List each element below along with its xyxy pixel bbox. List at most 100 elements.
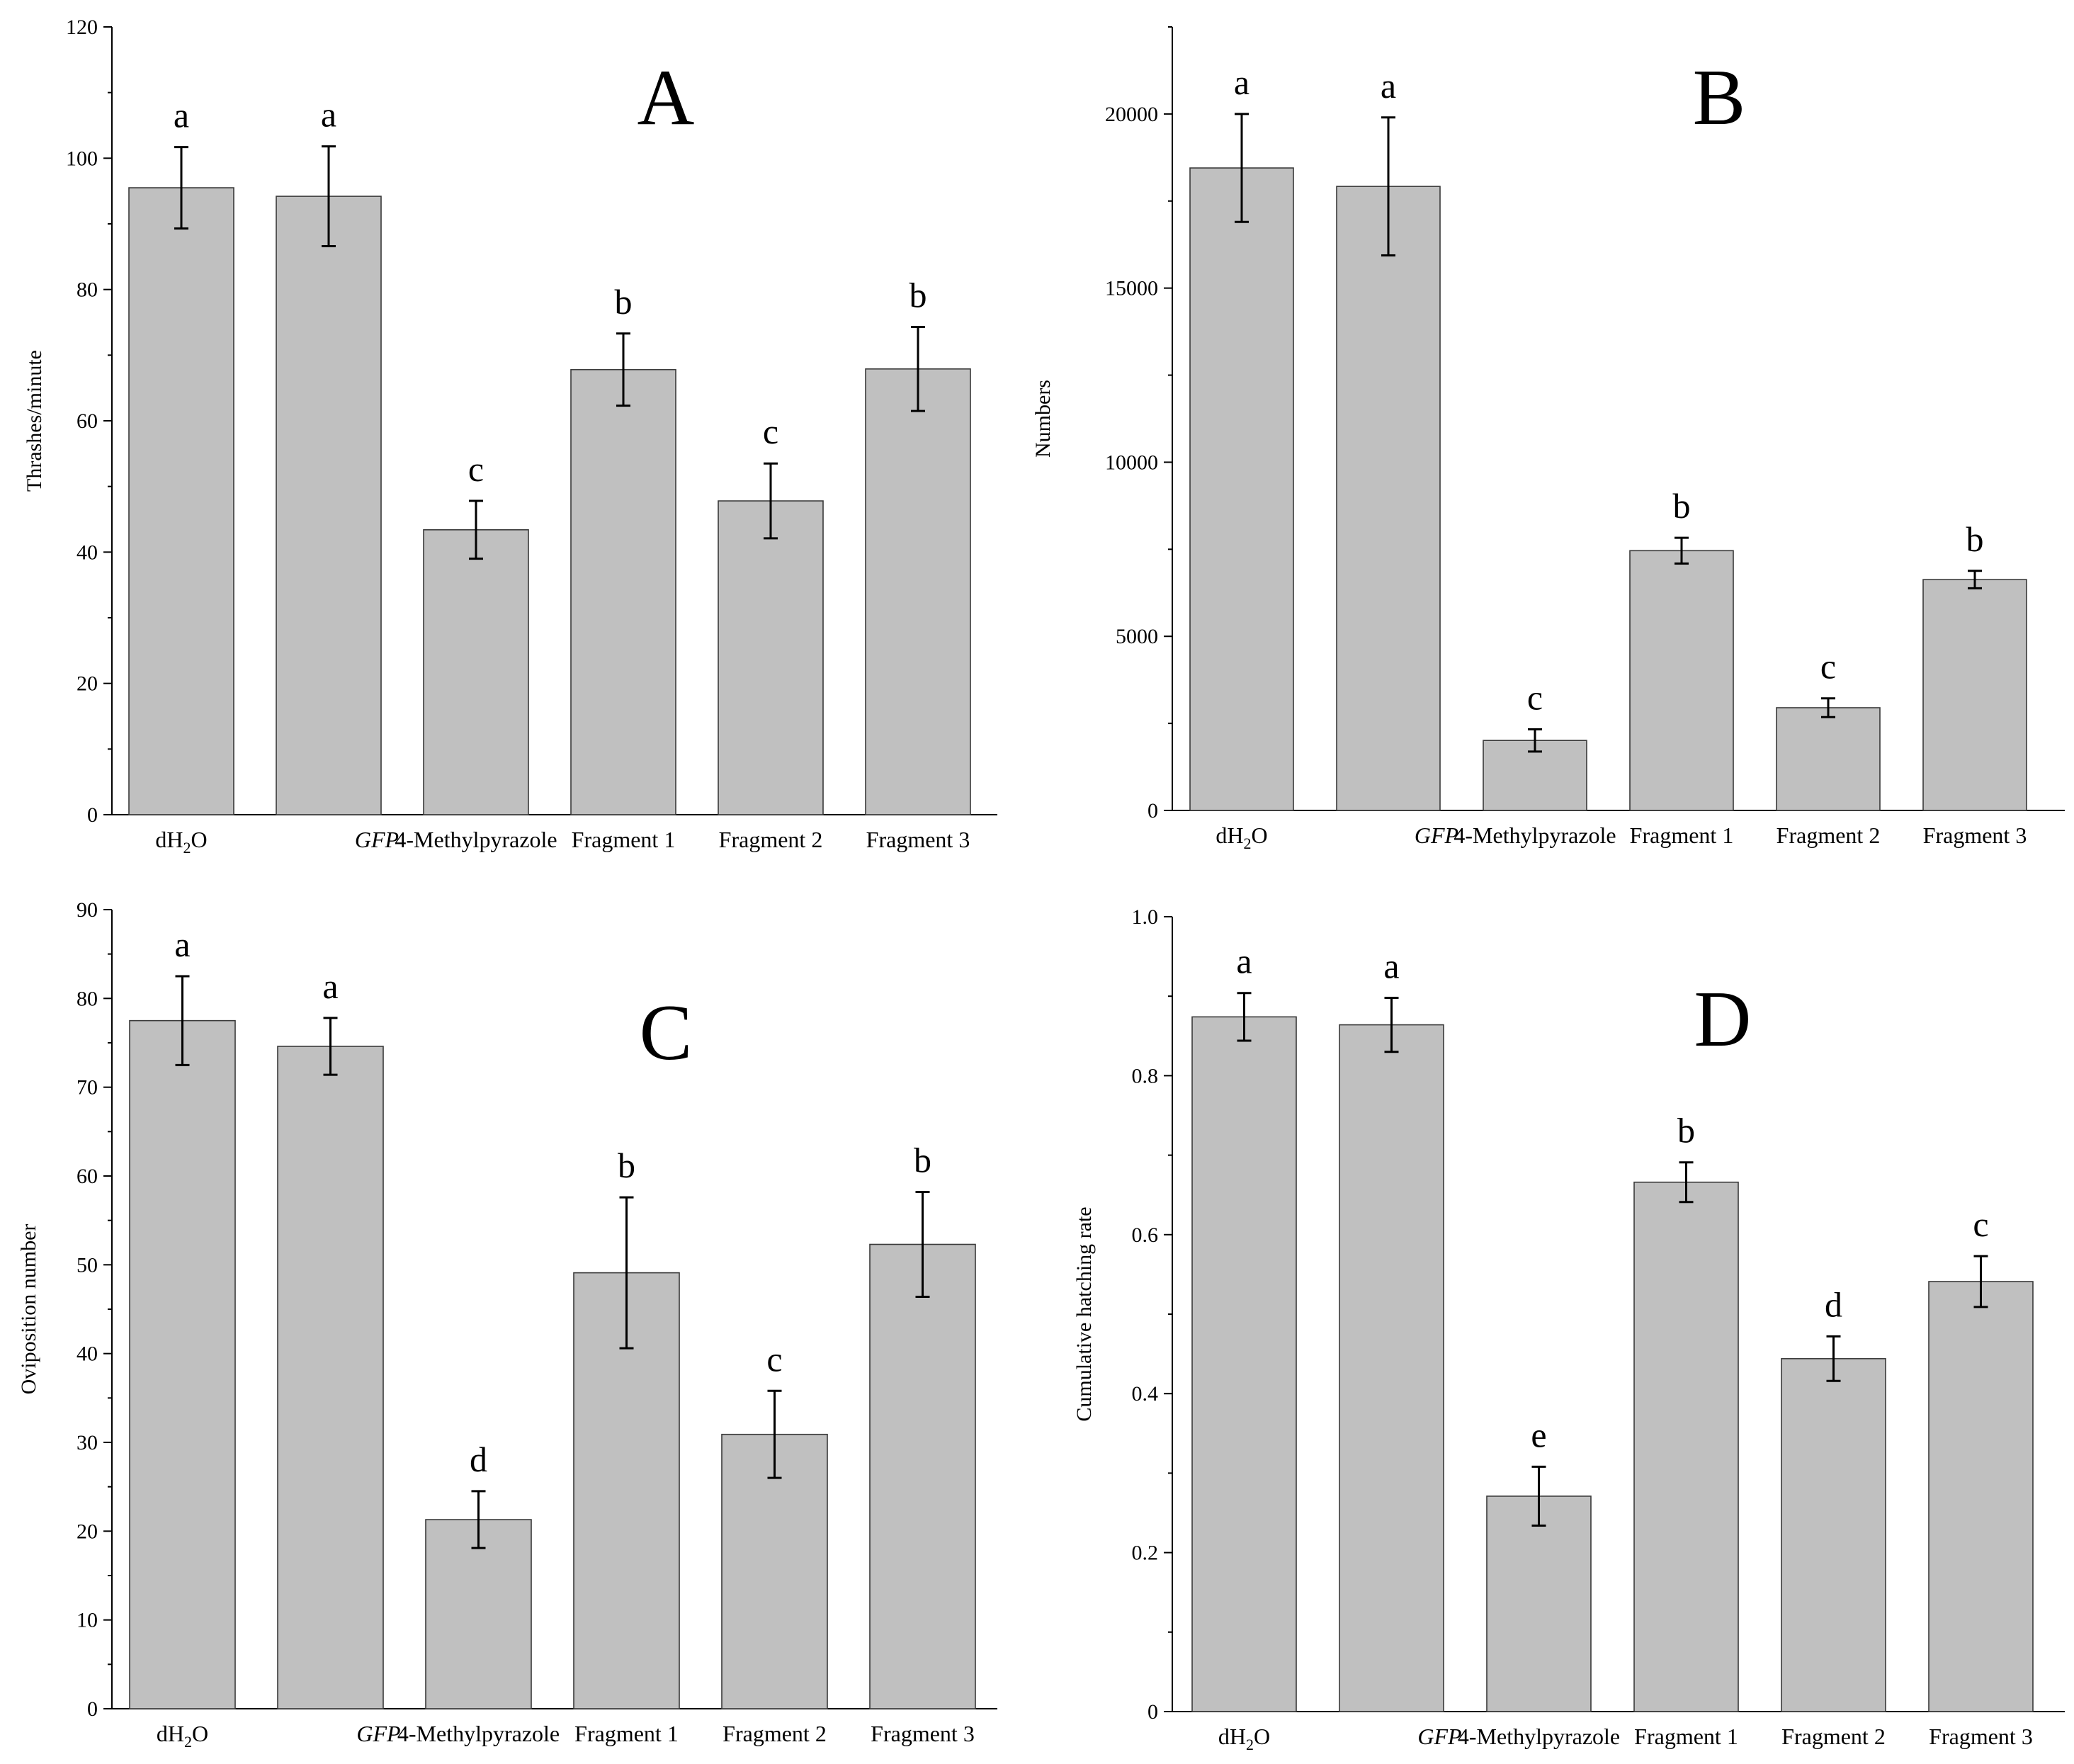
panel-c-category-label: dH2O (157, 1721, 208, 1751)
panel-b-bar (1629, 550, 1734, 811)
panel-a-bar (865, 368, 971, 815)
dh2o-prefix: dH (1218, 1724, 1246, 1749)
dh2o-suffix: O (192, 1721, 208, 1746)
panel-d-bar (1191, 1016, 1297, 1712)
panel-c-significance-letter: a (174, 925, 190, 964)
panel-c-bar (277, 1046, 384, 1709)
panel-a-significance-letter: a (174, 96, 189, 135)
panel-d-y-tick-label: 0.2 (1132, 1542, 1159, 1565)
panel-d-category-label: dH2O (1218, 1724, 1270, 1753)
panel-a-y-tick-label: 80 (76, 278, 98, 302)
panel-c-significance-letter: d (470, 1440, 487, 1479)
dh2o-subscript: 2 (184, 1733, 192, 1751)
panel-c-significance-letter: b (914, 1141, 931, 1180)
dh2o-subscript: 2 (183, 839, 191, 856)
dh2o-subscript: 2 (1244, 835, 1252, 852)
panel-c-category-label: Fragment 3 (871, 1721, 975, 1746)
panel-a-y-axis-label: Thrashes/minute (23, 350, 46, 492)
panel-d-bar (1339, 1024, 1444, 1712)
dh2o-subscript: 2 (1246, 1736, 1254, 1753)
panel-a-category-label: Fragment 3 (866, 827, 970, 852)
panel-c-category-label: Fragment 2 (722, 1721, 827, 1746)
panel-d-significance-letter: a (1236, 942, 1252, 981)
panel-a-significance-letter: b (615, 282, 633, 322)
panel-d-y-tick-label: 0.4 (1132, 1382, 1159, 1406)
panel-b-category-label: Fragment 2 (1776, 822, 1881, 848)
panel-c-y-tick-label: 30 (76, 1431, 98, 1454)
panel-d-category-label: Fragment 1 (1634, 1724, 1738, 1749)
panel-a: 020406080100120Thrashes/minuteadH2OaGFPc… (23, 16, 997, 856)
panel-b-bar (1776, 707, 1881, 811)
panel-d-y-tick-label: 0.8 (1132, 1064, 1159, 1087)
panel-b-bar (1189, 167, 1294, 811)
panel-d-bar (1781, 1358, 1886, 1712)
panel-b-y-axis-label: Numbers (1031, 380, 1055, 458)
panel-d-y-tick-label: 0.6 (1132, 1223, 1159, 1247)
panel-c-y-tick-label: 60 (76, 1165, 98, 1188)
panel-a-significance-letter: b (910, 275, 927, 315)
dh2o-prefix: dH (1216, 822, 1243, 848)
panel-b-significance-letter: b (1966, 519, 1984, 559)
panel-d-significance-letter: d (1825, 1284, 1842, 1324)
panel-b-category-label: dH2O (1216, 822, 1267, 852)
panel-a-y-tick-label: 20 (76, 672, 98, 696)
panel-a-bar (128, 187, 234, 815)
panel-c-bar (425, 1519, 532, 1709)
dh2o-prefix: dH (157, 1721, 184, 1746)
panel-a-category-label: 4-Methylpyrazole (395, 827, 557, 852)
panel-b-bar (1336, 186, 1441, 811)
panel-b-significance-letter: a (1234, 62, 1250, 102)
panel-a-y-tick-label: 0 (87, 803, 98, 827)
panel-b-category-label: Fragment 3 (1923, 822, 2027, 848)
panel-b-y-tick-label: 15000 (1105, 277, 1158, 300)
panel-c-significance-letter: b (618, 1146, 635, 1185)
panel-c-y-axis-label: Oviposition number (17, 1224, 40, 1395)
panel-c-y-tick-label: 70 (76, 1076, 98, 1099)
panel-a-y-tick-label: 120 (66, 16, 98, 39)
panel-c-category-label: 4-Methylpyrazole (397, 1721, 560, 1746)
panel-d-category-label: GFP (1417, 1724, 1461, 1749)
panel-c-significance-letter: c (766, 1339, 782, 1379)
panel-c-category-label: Fragment 1 (574, 1721, 679, 1746)
panel-d-letter: D (1694, 976, 1752, 1063)
panel-d-bar (1928, 1281, 2034, 1712)
panel-a-y-tick-label: 40 (76, 541, 98, 564)
panel-a-category-label: Fragment 2 (719, 827, 823, 852)
panel-b-significance-letter: b (1673, 486, 1691, 526)
panel-d-significance-letter: b (1677, 1111, 1695, 1150)
panel-d-bar (1633, 1181, 1739, 1712)
panel-c-bar (869, 1243, 976, 1709)
panel-b-y-tick-label: 0 (1148, 799, 1158, 822)
panel-c-y-tick-label: 0 (87, 1697, 98, 1721)
panel-c-y-tick-label: 10 (76, 1609, 98, 1632)
dh2o-suffix: O (1252, 822, 1268, 848)
panel-b-y-tick-label: 5000 (1116, 625, 1158, 648)
panel-d: 0 0.2 0.4 0.6 0.8 1.0 Cumulative hatching rate… (1072, 905, 2065, 1753)
panel-b-y-tick-label: 10000 (1105, 451, 1158, 474)
panel-d-significance-letter: a (1383, 946, 1399, 985)
panel-c: 0 10 20 30 40 50 60 70 80 90 Oviposition number a dH… (17, 898, 997, 1751)
panel-c-y-tick-label: 90 (76, 898, 98, 922)
panel-d-category-label: Fragment 3 (1929, 1724, 2033, 1749)
panel-c-y-tick-label: 40 (76, 1342, 98, 1366)
panel-d-significance-letter: e (1531, 1415, 1546, 1454)
panel-c-letter: C (640, 989, 693, 1077)
panel-b-significance-letter: c (1820, 647, 1836, 686)
panel-a-significance-letter: c (763, 412, 778, 451)
panel-a-letter: A (638, 54, 695, 142)
panel-c-significance-letter: a (322, 966, 338, 1006)
dh2o-suffix: O (1254, 1724, 1270, 1749)
panel-b-category-label: GFP (1415, 822, 1458, 848)
panel-a-bar (423, 529, 529, 815)
panel-c-bar (721, 1433, 828, 1709)
panel-a-significance-letter: c (468, 449, 484, 489)
panel-a-bar (276, 196, 382, 815)
panel-d-y-tick-label: 1.0 (1132, 905, 1159, 929)
panel-b-category-label: 4-Methylpyrazole (1454, 822, 1616, 848)
panel-b-category-label: Fragment 1 (1630, 822, 1734, 848)
panel-a-y-tick-label: 60 (76, 409, 98, 433)
panel-d-y-tick-label: 0 (1148, 1700, 1158, 1724)
dh2o-prefix: dH (155, 827, 183, 852)
panel-b-letter: B (1693, 54, 1746, 142)
panel-b-significance-letter: c (1527, 677, 1543, 717)
